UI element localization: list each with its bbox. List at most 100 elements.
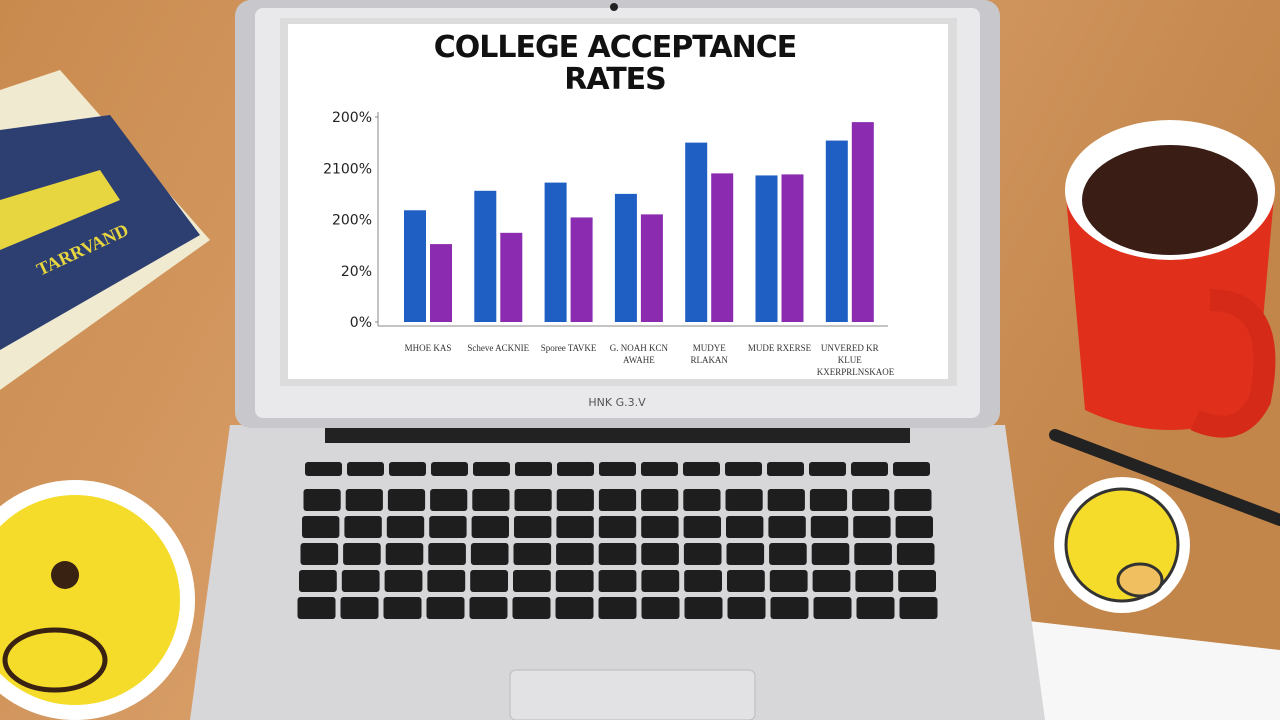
key [768, 516, 806, 538]
x-tick-label: Scheve ACKNIE [467, 343, 530, 353]
key [426, 597, 465, 619]
key [470, 543, 509, 565]
key [641, 462, 678, 476]
key [812, 570, 851, 592]
key [556, 543, 594, 565]
key [770, 597, 809, 619]
y-tick-label: 0% [350, 315, 372, 331]
key [641, 543, 679, 565]
bar [640, 214, 663, 322]
key [299, 570, 337, 592]
key [769, 570, 808, 592]
key [809, 489, 848, 511]
bar [825, 140, 848, 322]
key [894, 489, 932, 511]
key [427, 570, 466, 592]
key [512, 597, 551, 619]
key [855, 570, 894, 592]
x-tick-label: MUDYE RLAKAN [690, 343, 728, 365]
key [598, 597, 637, 619]
key [683, 516, 721, 538]
key [725, 462, 762, 476]
chart: 0% 200% 20% 200% 2100% [323, 110, 888, 331]
y-tick-label: 200% [332, 110, 372, 126]
key [851, 462, 888, 476]
key [345, 489, 383, 511]
key [513, 543, 552, 565]
key [727, 597, 766, 619]
key [297, 597, 336, 619]
x-tick-label: G. NOAH KCN AWAHE [609, 343, 669, 365]
x-tick-label: MHOE KAS [404, 343, 452, 353]
key [347, 462, 384, 476]
key [598, 516, 637, 538]
key [599, 462, 636, 476]
chart-title: COLLEGE ACCEPTANCE RATES [433, 30, 798, 97]
key [385, 543, 424, 565]
bar [404, 210, 426, 322]
key [683, 489, 721, 511]
key [555, 570, 594, 592]
key [683, 462, 720, 476]
key [470, 570, 508, 592]
bar [570, 217, 593, 322]
key [429, 516, 467, 538]
key [302, 516, 340, 538]
key [300, 543, 339, 565]
bar [781, 174, 804, 322]
key [813, 597, 852, 619]
key [683, 543, 722, 565]
mug [1065, 120, 1276, 438]
bar [614, 193, 637, 322]
key [853, 516, 891, 538]
key [343, 543, 381, 565]
key [809, 462, 846, 476]
x-tick-label: Sporee TAVKE [540, 343, 597, 353]
key [340, 597, 379, 619]
key [344, 516, 382, 538]
key [383, 597, 422, 619]
key [555, 597, 594, 619]
bar [755, 175, 778, 322]
key [598, 570, 637, 592]
key [389, 462, 426, 476]
bar [500, 232, 523, 322]
key [726, 516, 764, 538]
key [341, 570, 380, 592]
key [684, 570, 722, 592]
bar [430, 244, 452, 322]
key [471, 516, 509, 538]
key [598, 489, 637, 511]
key [556, 489, 594, 511]
key [896, 543, 935, 565]
x-tick-label: UNVERED KR KLUE KXERPRLNSKAOE [816, 343, 895, 377]
y-axis-text: 2100% [323, 161, 372, 177]
key [811, 543, 850, 565]
keyboard [297, 462, 938, 619]
key [893, 462, 930, 476]
key [641, 597, 680, 619]
x-tick-label: MUDE RXERSE [747, 343, 812, 353]
key [303, 489, 341, 511]
key [430, 489, 468, 511]
key [514, 489, 552, 511]
y-axis-text: 200% [332, 213, 372, 229]
key [387, 489, 426, 511]
key [384, 570, 423, 592]
y-axis-text: 20% [341, 264, 372, 280]
key [767, 489, 805, 511]
key [852, 489, 890, 511]
notepad [1005, 620, 1280, 720]
key [810, 516, 849, 538]
bar [685, 142, 708, 322]
key [515, 462, 552, 476]
key [472, 489, 510, 511]
key [856, 597, 895, 619]
key [727, 570, 765, 592]
pen [1049, 429, 1280, 526]
key [557, 462, 594, 476]
key [684, 597, 723, 619]
key [725, 489, 763, 511]
